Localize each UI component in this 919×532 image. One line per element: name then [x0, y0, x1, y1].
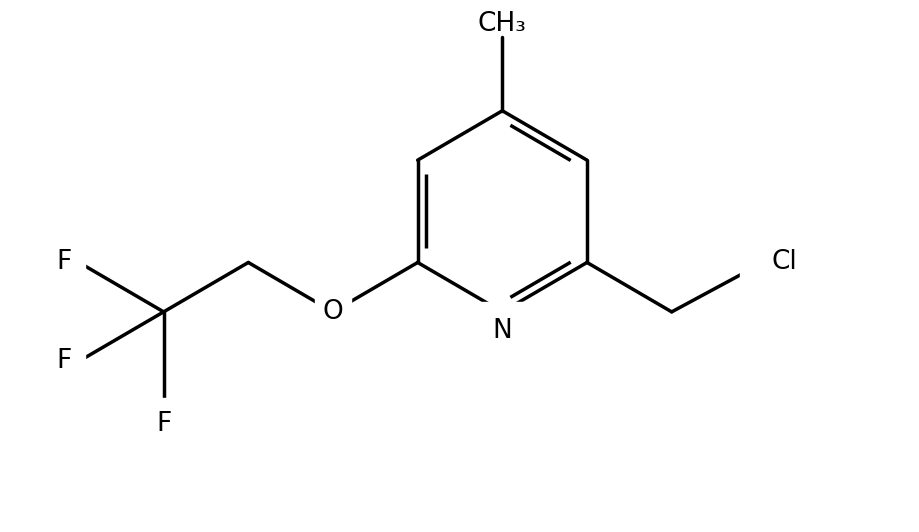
Text: F: F [57, 250, 72, 276]
Text: N: N [492, 318, 512, 344]
Text: O: O [323, 299, 343, 325]
Text: Cl: Cl [771, 250, 797, 276]
Bar [59, 348, 85, 374]
Text: F: F [57, 348, 72, 374]
Bar [59, 250, 85, 275]
Bar [739, 247, 803, 278]
Text: F: F [156, 411, 171, 437]
Bar [481, 302, 523, 333]
Bar [151, 398, 176, 423]
Text: CH₃: CH₃ [477, 11, 527, 37]
Bar [315, 296, 350, 327]
